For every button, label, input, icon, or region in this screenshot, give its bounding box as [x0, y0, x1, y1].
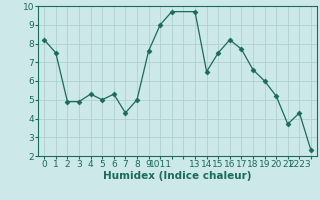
- X-axis label: Humidex (Indice chaleur): Humidex (Indice chaleur): [103, 171, 252, 181]
